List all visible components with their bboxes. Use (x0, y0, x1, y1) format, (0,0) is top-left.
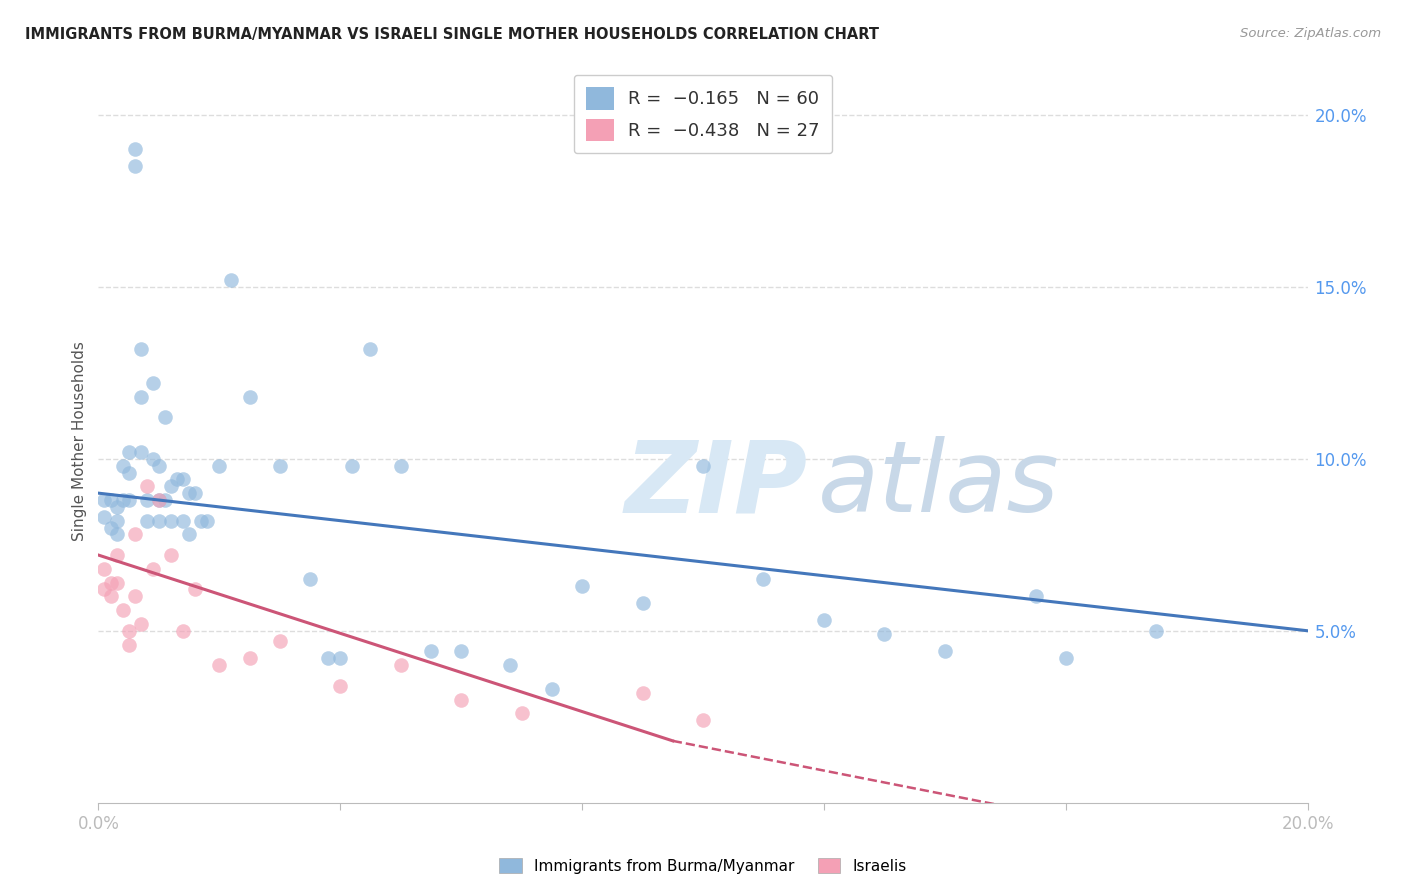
Point (124, 590, 146, 604)
Point (129, 390, 152, 404)
Point (153, 410, 176, 425)
Point (142, 562, 165, 576)
Point (166, 472, 188, 486)
Point (540, 682, 562, 697)
Point (221, 273, 243, 287)
Point (148, 493, 170, 508)
Point (118, 624, 141, 638)
Point (118, 445, 141, 459)
Point (269, 634, 291, 648)
Point (631, 596, 654, 610)
Point (450, 692, 472, 706)
Point (148, 514, 170, 528)
Point (135, 479, 157, 493)
Text: ZIP: ZIP (624, 436, 807, 533)
Point (329, 651, 352, 665)
Point (100, 590, 122, 604)
Point (299, 572, 322, 586)
Point (129, 445, 152, 459)
Point (239, 390, 262, 404)
Point (105, 514, 128, 528)
Point (111, 493, 134, 508)
Point (389, 658, 412, 673)
Legend: Immigrants from Burma/Myanmar, Israelis: Immigrants from Burma/Myanmar, Israelis (494, 852, 912, 880)
Point (160, 479, 183, 493)
Point (360, 342, 382, 356)
Point (135, 514, 157, 528)
Point (934, 644, 956, 658)
Point (153, 493, 176, 508)
Point (111, 458, 134, 473)
Point (105, 548, 128, 562)
Point (389, 458, 412, 473)
Point (111, 603, 134, 617)
Point (142, 376, 165, 390)
Point (148, 493, 170, 508)
Point (124, 142, 146, 156)
Point (692, 458, 714, 473)
Point (510, 706, 533, 721)
Point (179, 527, 201, 541)
Point (179, 486, 201, 500)
Point (148, 458, 170, 473)
Point (135, 493, 157, 508)
Point (450, 644, 472, 658)
Point (420, 644, 443, 658)
Point (93, 493, 115, 508)
Point (195, 514, 218, 528)
Point (342, 458, 364, 473)
Point (692, 713, 714, 727)
Point (93, 562, 115, 576)
Point (118, 638, 141, 652)
Point (1024, 590, 1046, 604)
Point (631, 686, 654, 700)
Text: Source: ZipAtlas.com: Source: ZipAtlas.com (1240, 27, 1381, 40)
Point (105, 500, 128, 514)
Point (93, 582, 115, 597)
Point (129, 342, 152, 356)
Point (571, 579, 593, 593)
Point (1144, 624, 1167, 638)
Point (105, 527, 128, 541)
Point (118, 493, 141, 508)
Point (208, 458, 231, 473)
Point (160, 514, 183, 528)
Point (129, 616, 152, 631)
Point (100, 575, 122, 590)
Point (100, 520, 122, 534)
Y-axis label: Single Mother Households: Single Mother Households (72, 342, 87, 541)
Point (498, 658, 520, 673)
Point (118, 466, 141, 480)
Point (142, 451, 165, 466)
Point (160, 548, 183, 562)
Point (184, 486, 207, 500)
Legend: R =  −0.165   N = 60, R =  −0.438   N = 27: R = −0.165 N = 60, R = −0.438 N = 27 (574, 75, 832, 153)
Text: atlas: atlas (818, 436, 1060, 533)
Point (172, 472, 194, 486)
Point (100, 493, 122, 508)
Point (1054, 651, 1077, 665)
Point (124, 527, 146, 541)
Point (813, 614, 835, 628)
Point (873, 627, 896, 641)
Point (93, 510, 115, 524)
Point (269, 458, 291, 473)
Point (105, 575, 128, 590)
Point (208, 658, 231, 673)
Point (329, 679, 352, 693)
Point (184, 582, 207, 597)
Point (124, 159, 146, 173)
Point (752, 572, 775, 586)
Point (190, 514, 212, 528)
Point (239, 651, 262, 665)
Point (172, 514, 194, 528)
Text: IMMIGRANTS FROM BURMA/MYANMAR VS ISRAELI SINGLE MOTHER HOUSEHOLDS CORRELATION CH: IMMIGRANTS FROM BURMA/MYANMAR VS ISRAELI… (25, 27, 879, 42)
Point (316, 651, 339, 665)
Point (172, 624, 194, 638)
